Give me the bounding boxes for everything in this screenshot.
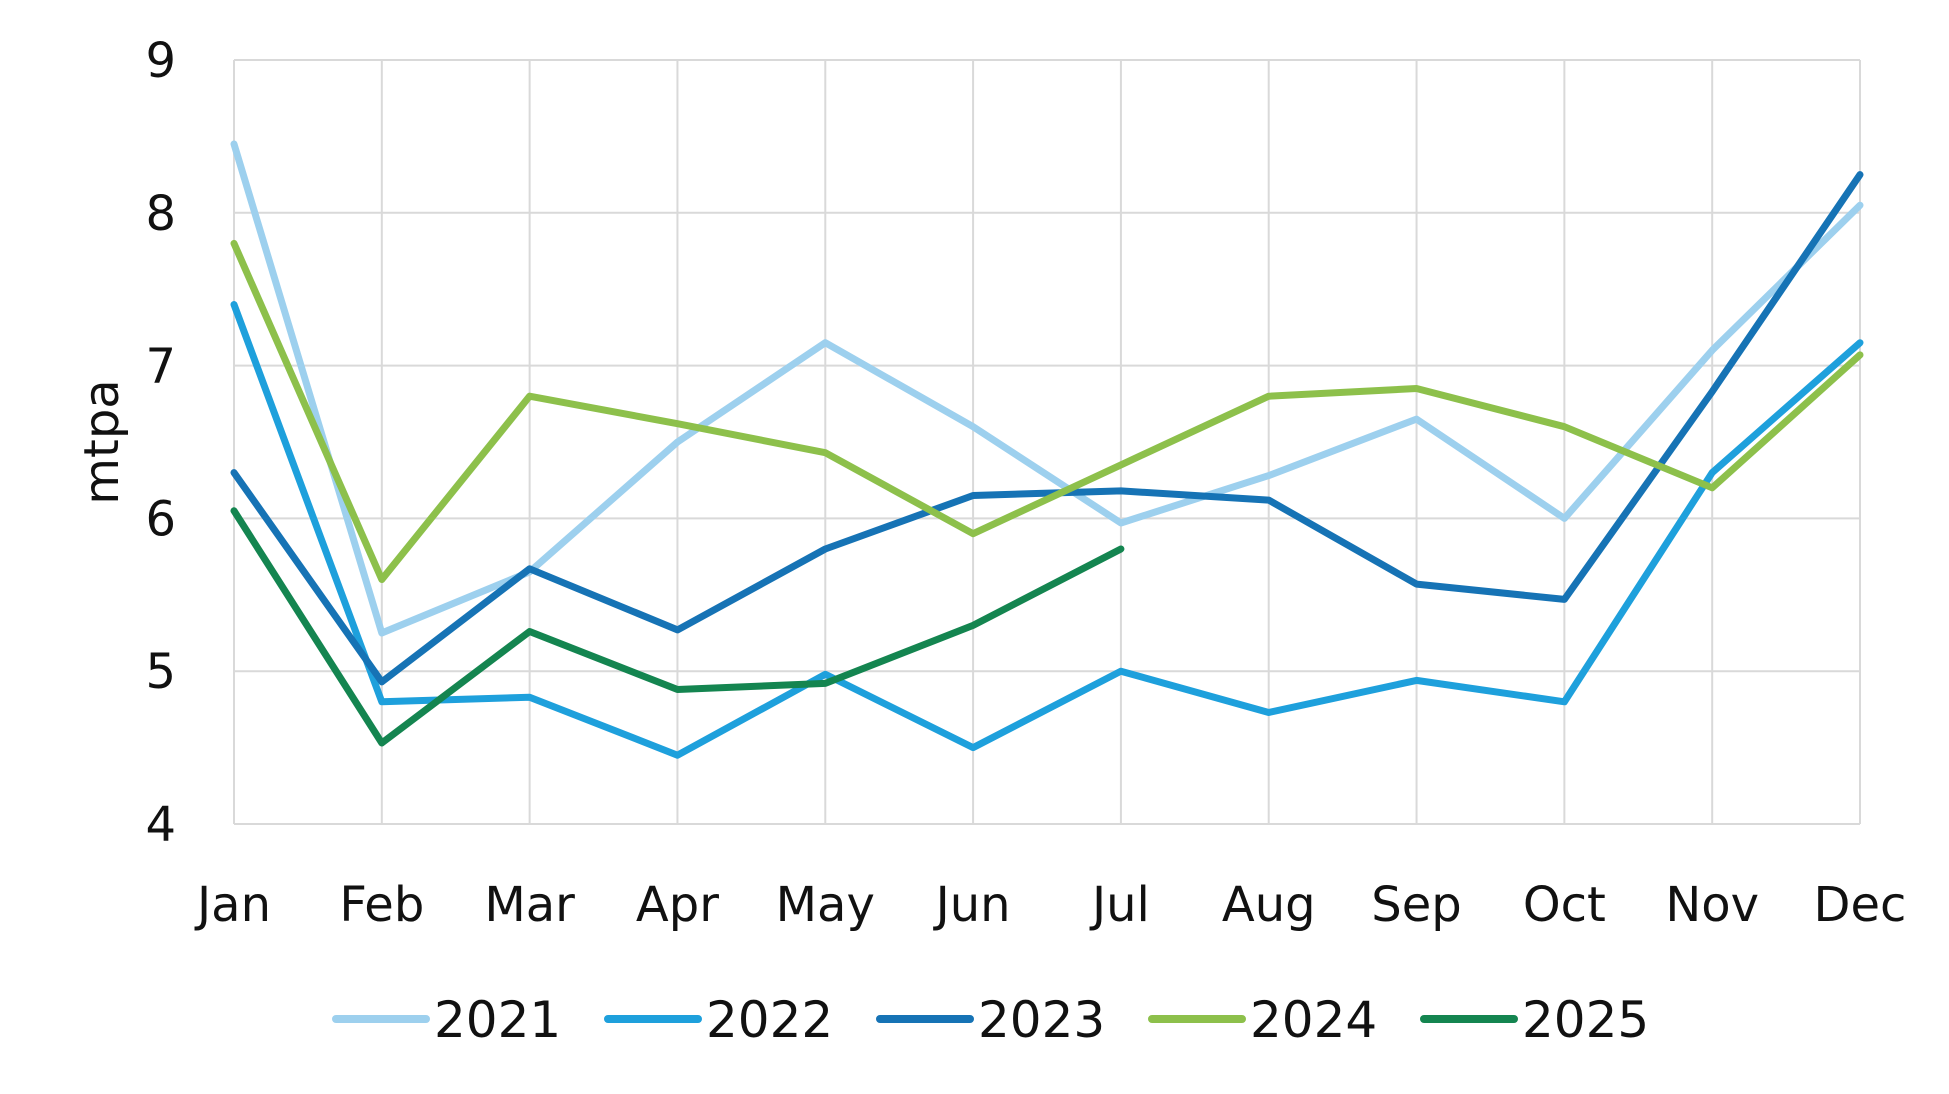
x-tick-label: Apr: [636, 877, 719, 933]
x-tick-label: Oct: [1523, 877, 1606, 933]
series-lines: [230, 140, 1864, 759]
series-line-2023: [230, 171, 1864, 686]
y-axis-ticks: 4 5 6 7 8 9: [145, 33, 176, 853]
series-line-2025: [230, 507, 1125, 747]
series-line-2022: [230, 301, 1864, 759]
legend-label-2022: 2022: [706, 991, 833, 1049]
legend-label-2024: 2024: [1250, 991, 1377, 1049]
x-tick-label: Feb: [339, 877, 424, 933]
series-line-2021: [230, 140, 1864, 637]
legend: 2021 2022 2023 2024 2025: [332, 991, 1649, 1049]
y-tick-label: 5: [145, 644, 176, 700]
x-tick-label: Aug: [1222, 877, 1316, 933]
x-tick-label: Mar: [484, 877, 575, 933]
y-tick-label: 8: [145, 186, 176, 242]
x-tick-label: Sep: [1371, 877, 1461, 933]
gridlines: [233, 59, 1861, 825]
y-axis-title: mtpa: [74, 379, 130, 504]
legend-label-2021: 2021: [434, 991, 561, 1049]
y-tick-label: 4: [145, 797, 176, 853]
y-tick-label: 6: [145, 491, 176, 547]
legend-label-2023: 2023: [978, 991, 1105, 1049]
x-tick-label: May: [776, 877, 875, 933]
y-tick-label: 9: [145, 33, 176, 89]
x-tick-label: Dec: [1814, 877, 1907, 933]
x-tick-label: Jun: [933, 877, 1011, 933]
series-line-2024: [230, 239, 1864, 583]
x-tick-label: Jan: [194, 877, 271, 933]
x-axis-ticks: Jan Feb Mar Apr May Jun Jul Aug Sep Oct Nov Dec: [194, 877, 1906, 933]
x-tick-label: Jul: [1089, 877, 1150, 933]
y-tick-label: 7: [145, 339, 176, 395]
legend-label-2025: 2025: [1522, 991, 1649, 1049]
x-tick-label: Nov: [1665, 877, 1759, 933]
